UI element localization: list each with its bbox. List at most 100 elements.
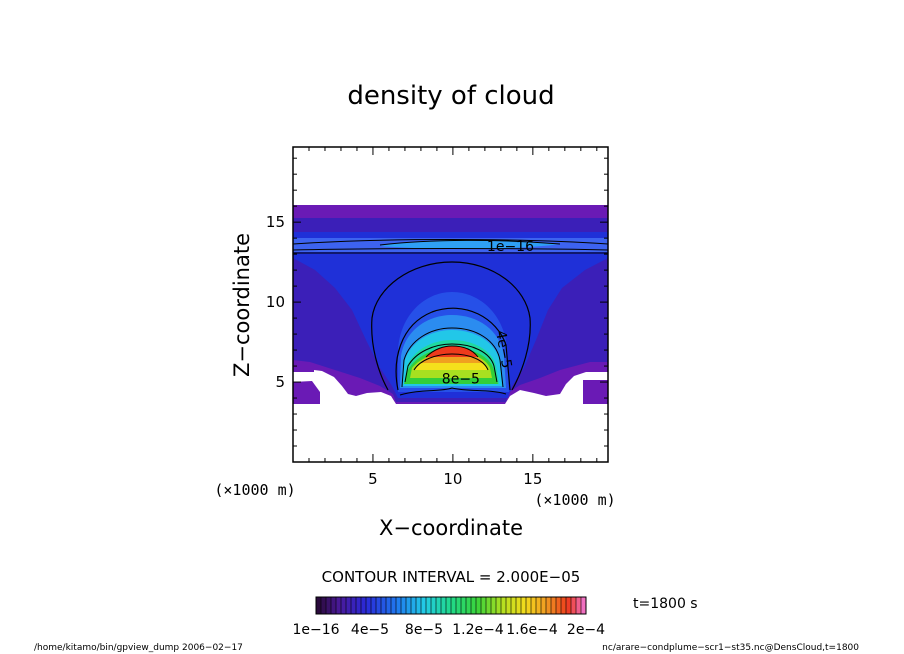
colorbar-cell <box>456 597 462 614</box>
contour-label: 4e−5 <box>492 329 514 369</box>
colorbar-cell <box>441 597 447 614</box>
contour-line-layer-1 <box>293 239 608 245</box>
colorbar-cell <box>451 597 457 614</box>
contour-line-4e-5 <box>395 307 511 391</box>
colorbar-cell <box>581 597 587 614</box>
footer-left: /home/kitamo/bin/gpview_dump 2006−02−17 <box>34 643 243 653</box>
colorbar-cell <box>491 597 497 614</box>
colorbar-cell <box>381 597 387 614</box>
contour-line-inner-3 <box>413 353 489 371</box>
time-label: t=1800 s <box>633 596 698 612</box>
x-axis-label: X−coordinate <box>379 516 523 540</box>
colorbar-cell <box>406 597 412 614</box>
contour-lines <box>293 239 608 396</box>
contour-label: 8e−5 <box>442 372 480 388</box>
colorbar-cell <box>416 597 422 614</box>
colorbar-cell <box>496 597 502 614</box>
colorbar-cell <box>571 597 577 614</box>
colorbar-cell <box>486 597 492 614</box>
y-tick-label: 5 <box>275 373 285 391</box>
colorbar-cell <box>421 597 427 614</box>
colorbar-cell <box>546 597 552 614</box>
contour-line-layer-2 <box>293 248 608 251</box>
colorbar-cell <box>336 597 342 614</box>
colorbar-cell <box>521 597 527 614</box>
colorbar-tick-label: 1.6e−4 <box>506 622 558 638</box>
filled-contour-level-1-right-island <box>583 380 608 404</box>
colorbar-cell <box>356 597 362 614</box>
contour-label: 1e−16 <box>487 239 534 255</box>
colorbar-cell <box>331 597 337 614</box>
colorbar-cell <box>536 597 542 614</box>
plot-frame <box>292 146 609 463</box>
colorbar-tick-label: 1e−16 <box>292 622 339 638</box>
chart-title: density of cloud <box>347 81 554 111</box>
contour-interval: CONTOUR INTERVAL = 2.000E−05 <box>322 568 581 586</box>
colorbar-cell <box>436 597 442 614</box>
y-tick-label: 10 <box>266 293 285 311</box>
contour-labels: 1e−16 4e−5 8e−5 <box>442 239 534 388</box>
x-tick-label: 15 <box>523 470 542 488</box>
x-tick-label: 5 <box>368 470 378 488</box>
colorbar-cell <box>501 597 507 614</box>
colorbar-tick-label: 8e−5 <box>405 622 443 638</box>
colorbar-cell <box>461 597 467 614</box>
colorbar-tick-labels: 1e−16 4e−5 8e−5 1.2e−4 1.6e−4 2e−4 <box>292 622 605 638</box>
colorbar-cell <box>511 597 517 614</box>
colorbar-cell <box>446 597 452 614</box>
y-axis: 5 10 15 <box>266 157 608 447</box>
x-axis-unit-label: (×1000 m) <box>214 481 295 499</box>
contour-line-base <box>399 387 507 396</box>
contour-line-layer-4 <box>379 239 561 246</box>
colorbar-tick-label: 1.2e−4 <box>452 622 504 638</box>
colorbar-cell <box>376 597 382 614</box>
colorbar-cell <box>466 597 472 614</box>
colorbar-cell <box>411 597 417 614</box>
y-axis-unit-label: (×1000 m) <box>534 491 615 509</box>
colorbar-frame <box>315 596 587 615</box>
contour-line-outer <box>371 261 531 391</box>
colorbar-cell <box>516 597 522 614</box>
filled-contour-level-1-left-island <box>293 381 320 404</box>
colorbar-cell <box>471 597 477 614</box>
colorbar-cell <box>396 597 402 614</box>
colorbar-cell <box>551 597 557 614</box>
colorbar-tick-label: 2e−4 <box>567 622 605 638</box>
colorbar-cell <box>426 597 432 614</box>
colorbar-cell <box>316 597 322 614</box>
colorbar-cell <box>481 597 487 614</box>
colorbar-cell <box>371 597 377 614</box>
colorbar-cell <box>556 597 562 614</box>
colorbar-cell <box>431 597 437 614</box>
filled-contours <box>293 205 608 404</box>
colorbar-cell <box>391 597 397 614</box>
colorbar-cell <box>401 597 407 614</box>
colorbar-tick-label: 4e−5 <box>351 622 389 638</box>
y-tick-label: 15 <box>266 213 285 231</box>
colorbar <box>315 597 587 614</box>
colorbar-cell <box>351 597 357 614</box>
contour-line-inner-4 <box>425 345 479 358</box>
x-axis: 5 10 15 <box>308 147 598 488</box>
colorbar-cell <box>531 597 537 614</box>
colorbar-cell <box>566 597 572 614</box>
colorbar-cell <box>366 597 372 614</box>
colorbar-cell <box>386 597 392 614</box>
colorbar-cell <box>321 597 327 614</box>
y-axis-label: Z−coordinate <box>230 233 254 377</box>
x-tick-label: 10 <box>443 470 462 488</box>
colorbar-cell <box>476 597 482 614</box>
colorbar-cell <box>361 597 367 614</box>
colorbar-cell <box>341 597 347 614</box>
colorbar-cell <box>576 597 582 614</box>
colorbar-cell <box>526 597 532 614</box>
colorbar-cell <box>326 597 332 614</box>
colorbar-cell <box>506 597 512 614</box>
plot-area: 1e−16 4e−5 8e−5 5 10 15 5 10 15 <box>266 146 609 488</box>
colorbar-cell <box>561 597 567 614</box>
footer-right: nc/arare−condplume−scr1−st35.nc@DensClou… <box>602 643 859 653</box>
filled-contour-level-5 <box>380 239 560 249</box>
colorbar-cell <box>541 597 547 614</box>
contour-line-inner-1 <box>401 327 504 388</box>
